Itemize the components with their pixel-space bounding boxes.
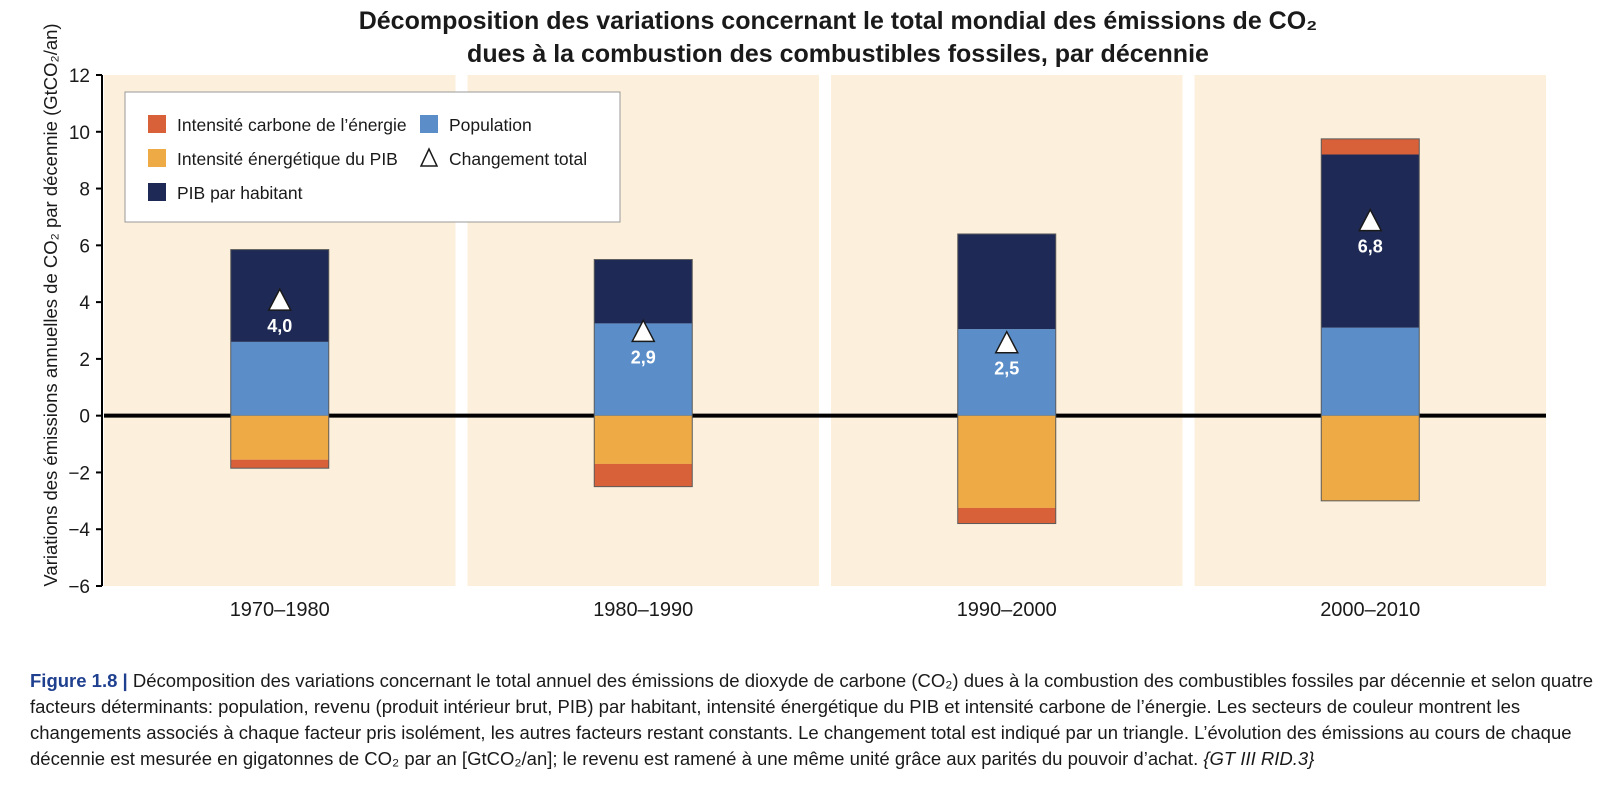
bar-outline <box>593 259 693 488</box>
x-tick-label: 1980–1990 <box>593 599 693 621</box>
total-change-label: 6,8 <box>1358 237 1383 257</box>
bar-segment <box>594 415 693 464</box>
y-tick-label: 4 <box>79 293 90 314</box>
chart-title: Décomposition des variations concernant … <box>359 7 1318 35</box>
caption-text: Décomposition des variations concernant … <box>30 670 1594 769</box>
bar-segment <box>957 415 1056 508</box>
bar-segment <box>1321 154 1420 328</box>
bar-segment <box>230 415 329 460</box>
bar-outline <box>957 233 1057 525</box>
bar-segment <box>594 259 693 324</box>
y-tick-label: 12 <box>69 66 90 87</box>
bar-segment <box>957 233 1056 330</box>
legend-label: Population <box>449 115 532 135</box>
total-change-label: 2,9 <box>631 347 656 367</box>
legend-label: Changement total <box>449 149 587 169</box>
x-tick-label: 1970–1980 <box>230 599 330 621</box>
x-tick-label: 1990–2000 <box>957 599 1057 621</box>
bar-segment <box>230 341 329 416</box>
total-change-label: 4,0 <box>267 316 292 336</box>
bar-segment <box>594 463 693 487</box>
bar-segment <box>1321 138 1420 155</box>
y-tick-label: 2 <box>79 350 90 371</box>
total-change-triangle <box>631 318 656 343</box>
legend-swatch <box>420 115 438 133</box>
bar-segment <box>1321 327 1420 416</box>
legend-label: Intensité énergétique du PIB <box>177 149 398 169</box>
legend-swatch <box>148 149 166 167</box>
y-axis-label: Variations des émissions annuelles de CO… <box>40 23 61 586</box>
y-tick-label: −2 <box>68 463 90 484</box>
y-tick-label: −4 <box>68 520 90 541</box>
bar-segment <box>957 507 1056 524</box>
x-axis-labels: 1970–1980 1980–1990 1990–2000 2000–2010 <box>230 599 1421 621</box>
legend: Intensité carbone de l’énergie Population… <box>124 91 621 223</box>
y-tick-label: 10 <box>69 123 90 144</box>
legend-swatch <box>148 115 166 133</box>
caption-reference: {GT III RID.3} <box>1203 748 1315 769</box>
legend-label: PIB par habitant <box>177 183 303 203</box>
caption-label: Figure 1.8 | <box>30 670 128 691</box>
bar-segment <box>1321 415 1420 501</box>
legend-box <box>124 91 621 223</box>
stacked-bars <box>230 138 1420 525</box>
total-change-label: 2,5 <box>994 359 1019 379</box>
y-tick-label: −6 <box>68 577 90 598</box>
y-axis-ticks: 12 10 8 6 4 2 0 −2 −4 −6 <box>68 66 102 598</box>
total-change-markers: 4,0 2,9 2,5 6,8 <box>267 208 1383 379</box>
y-tick-label: 8 <box>79 180 90 201</box>
total-change-triangle <box>267 287 292 311</box>
bar-outline <box>230 249 330 469</box>
y-tick-label: 6 <box>79 236 90 257</box>
y-tick-label: 0 <box>79 407 90 428</box>
total-change-triangle <box>994 330 1019 354</box>
figure-caption: Figure 1.8 | Décomposition des variation… <box>30 668 1615 772</box>
chart-subtitle: dues à la combustion des combustibles fo… <box>467 40 1209 68</box>
x-tick-label: 2000–2010 <box>1320 599 1420 621</box>
legend-swatch <box>148 183 166 201</box>
legend-label: Intensité carbone de l’énergie <box>177 115 407 135</box>
bar-segment <box>230 459 329 469</box>
legend-triangle-icon <box>419 147 439 167</box>
bar-outline <box>1320 138 1420 502</box>
total-change-triangle <box>1358 208 1383 232</box>
